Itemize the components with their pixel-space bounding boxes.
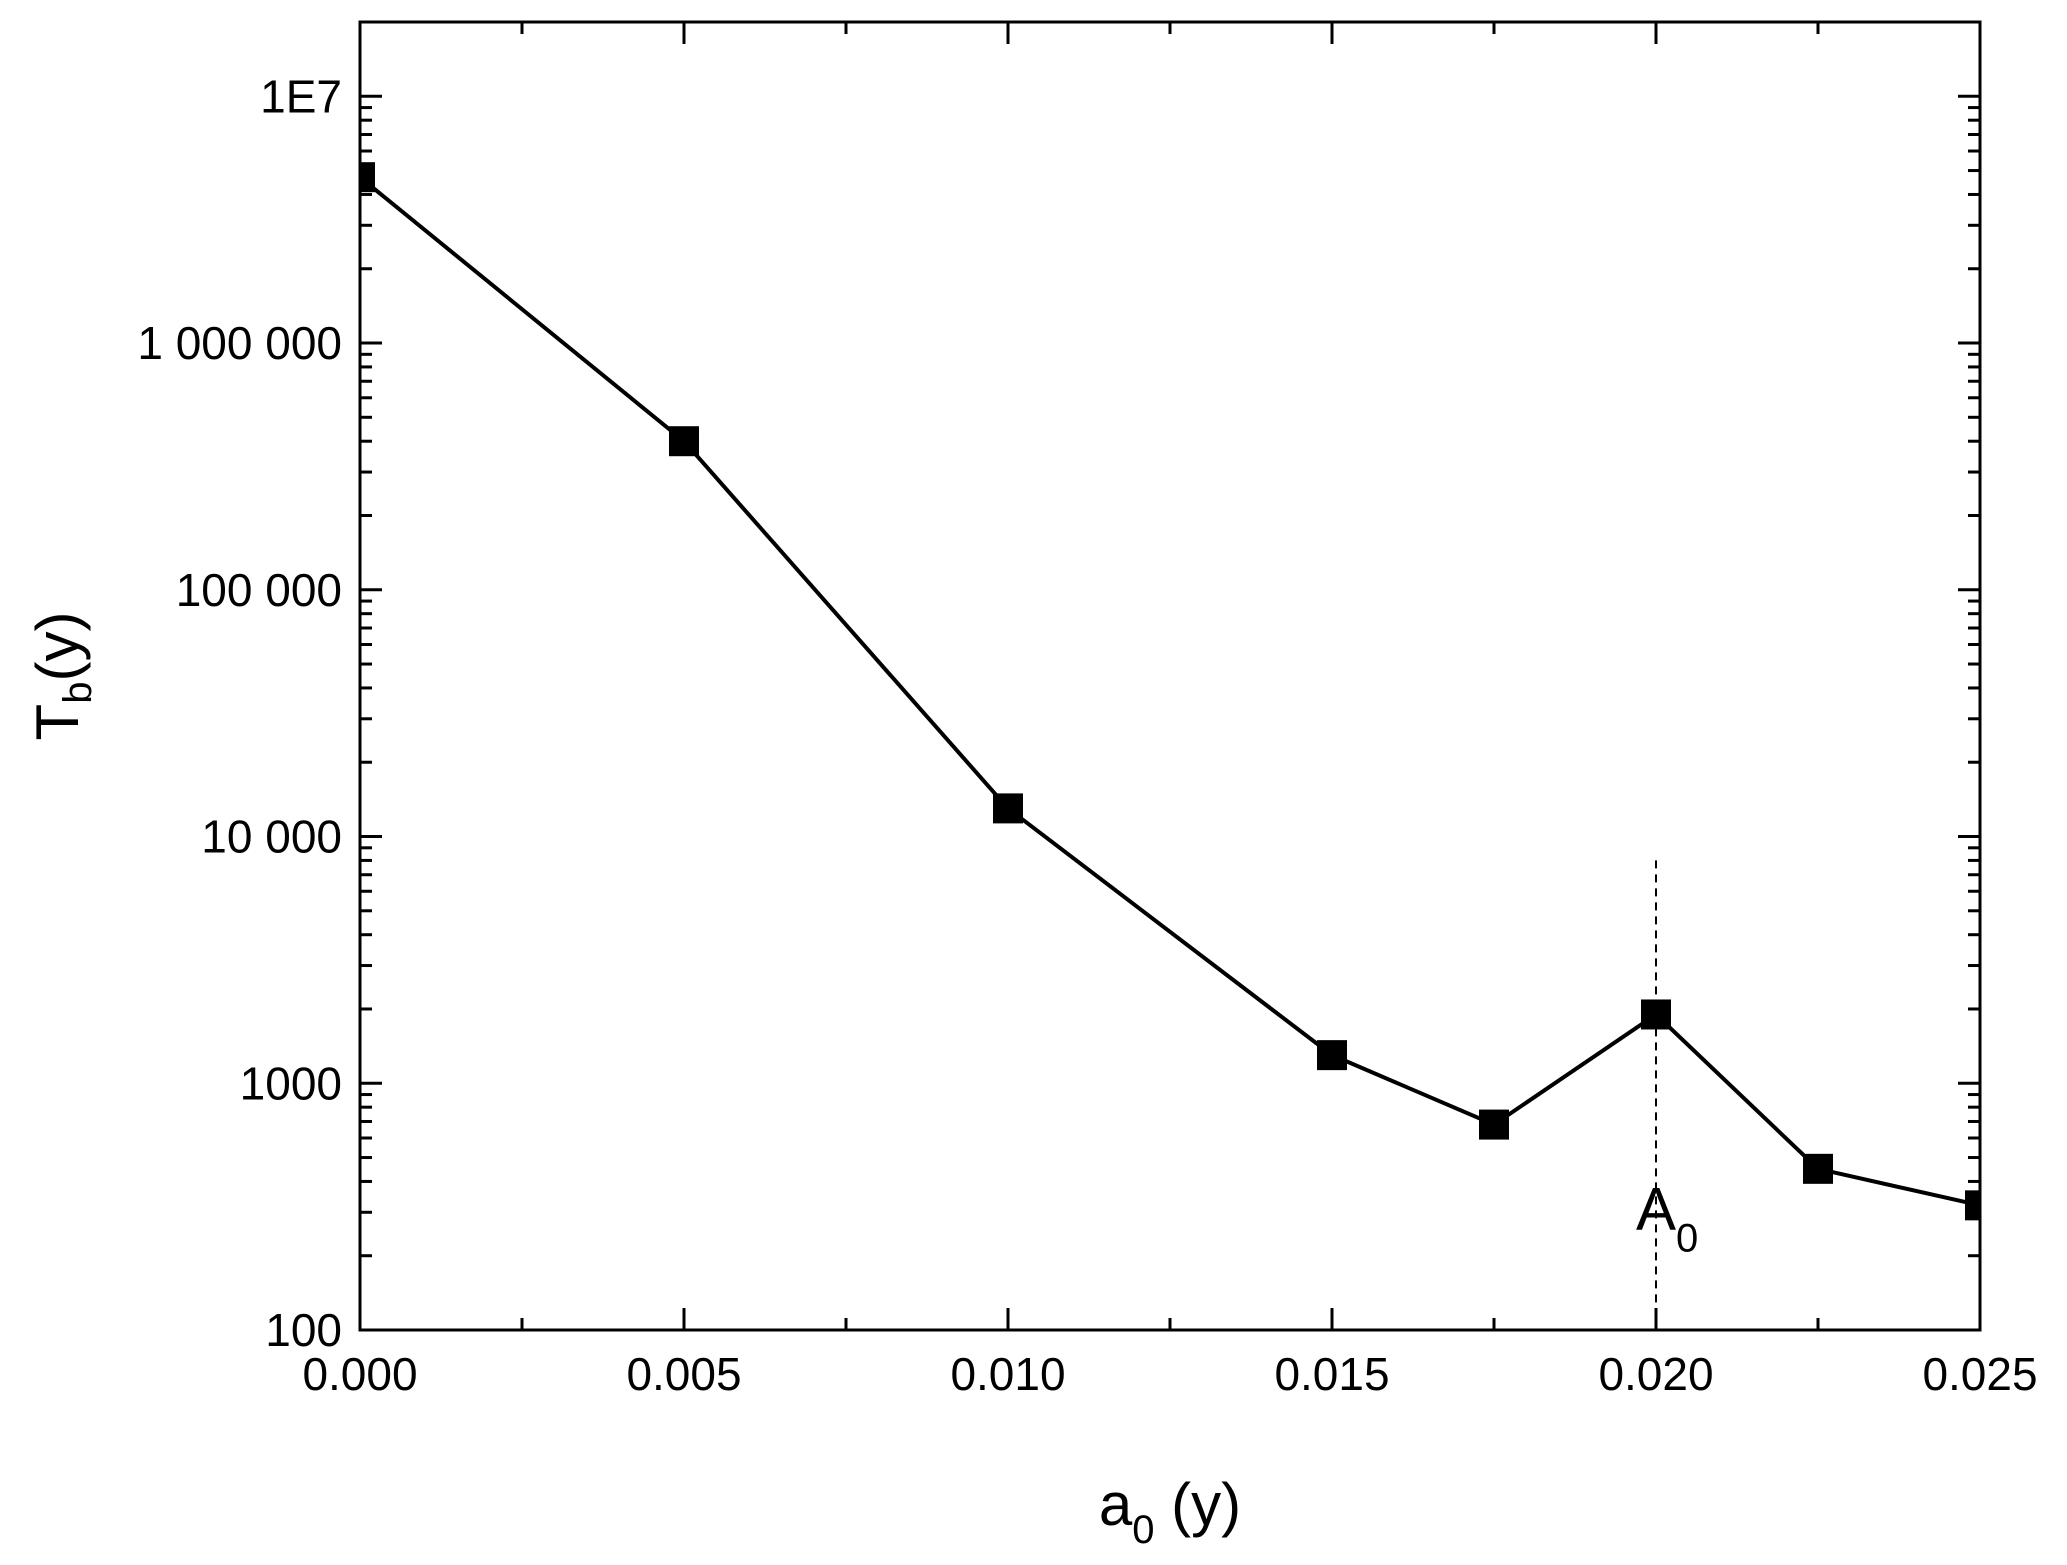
x-tick-label: 0.025 xyxy=(1922,1348,2037,1400)
data-point-marker xyxy=(1803,1153,1833,1184)
y-tick-label: 1E7 xyxy=(260,70,342,122)
data-point-marker xyxy=(1317,1040,1347,1071)
x-tick-label: 0.020 xyxy=(1598,1348,1713,1400)
y-axis-title-sub: b xyxy=(56,682,100,704)
y-axis-title-main: T xyxy=(24,704,91,741)
data-point-marker xyxy=(1479,1109,1509,1140)
y-axis-title-suffix: (y) xyxy=(24,612,91,682)
y-tick-label: 10 000 xyxy=(201,811,342,863)
y-tick-label: 1000 xyxy=(240,1057,342,1109)
y-axis-title: Tb(y) xyxy=(24,612,100,741)
x-tick-label: 0.010 xyxy=(950,1348,1065,1400)
x-axis-title: a0 (y) xyxy=(1099,1471,1241,1552)
data-point-marker xyxy=(669,426,699,457)
x-tick-label: 0.000 xyxy=(302,1348,417,1400)
y-tick-labels: 100 1000 10 000 100 000 1 000 000 1E7 xyxy=(137,70,342,1356)
plot-frame xyxy=(358,20,1982,1332)
data-point-marker xyxy=(360,162,375,193)
x-axis-title-main: a xyxy=(1099,1471,1133,1538)
y-tick-label: 100 xyxy=(265,1304,342,1356)
x-axis-title-suffix: (y) xyxy=(1154,1471,1241,1538)
a0-annotation-main: A xyxy=(1636,1176,1676,1243)
x-tick-labels: 0.000 0.005 0.010 0.015 0.020 0.025 xyxy=(302,1348,2037,1400)
x-tick-label: 0.005 xyxy=(626,1348,741,1400)
y-tick-label: 100 000 xyxy=(176,564,342,616)
x-axis-title-sub: 0 xyxy=(1132,1508,1154,1552)
x-tick-label: 0.015 xyxy=(1274,1348,1389,1400)
y-tick-label: 1 000 000 xyxy=(137,317,342,369)
a0-annotation-sub: 0 xyxy=(1676,1217,1698,1261)
series xyxy=(358,162,1981,1221)
data-point-marker xyxy=(993,793,1023,824)
data-point-marker xyxy=(1641,999,1671,1030)
a0-annotation: A0 xyxy=(1636,1176,1698,1261)
series-line xyxy=(358,175,1981,1208)
data-point-marker xyxy=(1965,1190,1980,1221)
